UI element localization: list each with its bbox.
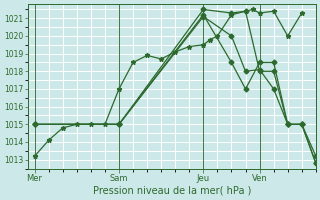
X-axis label: Pression niveau de la mer( hPa ): Pression niveau de la mer( hPa ) [92, 186, 251, 196]
